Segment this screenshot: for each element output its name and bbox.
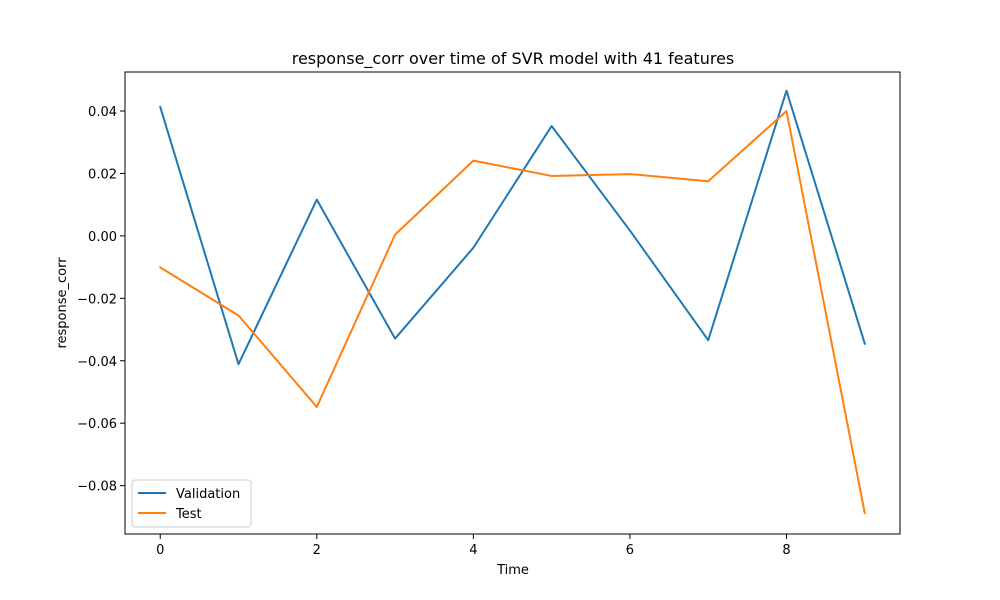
x-tick-label: 0 <box>156 543 164 558</box>
y-tick-label: −0.02 <box>77 292 117 307</box>
x-tick-label: 8 <box>782 543 790 558</box>
x-tick-label: 4 <box>469 543 477 558</box>
plot-frame <box>124 71 901 535</box>
legend-label-validation: Validation <box>176 487 240 502</box>
series-line-test <box>158 110 866 515</box>
y-tick-label: −0.08 <box>77 480 117 495</box>
x-tick-label: 6 <box>626 543 634 558</box>
x-tick-label: 2 <box>313 543 321 558</box>
y-axis-title: response_corr <box>55 257 70 349</box>
y-tick-label: 0.00 <box>88 230 117 245</box>
legend: Validation Test <box>131 479 252 528</box>
y-tick-label: 0.04 <box>88 105 117 120</box>
chart-title: response_corr over time of SVR model wit… <box>292 49 735 69</box>
series-line-validation <box>158 89 867 366</box>
plot-area: 0 2 4 6 8 −0.08 −0.06 −0.04 −0.02 0.00 0.02 0.04 <box>77 71 901 558</box>
y-tick-label: −0.04 <box>77 355 117 370</box>
y-tick-label: −0.06 <box>77 417 117 432</box>
legend-box <box>131 479 252 528</box>
x-axis-title: Time <box>496 563 529 578</box>
legend-label-test: Test <box>175 507 202 522</box>
y-tick-label: 0.02 <box>88 167 117 182</box>
